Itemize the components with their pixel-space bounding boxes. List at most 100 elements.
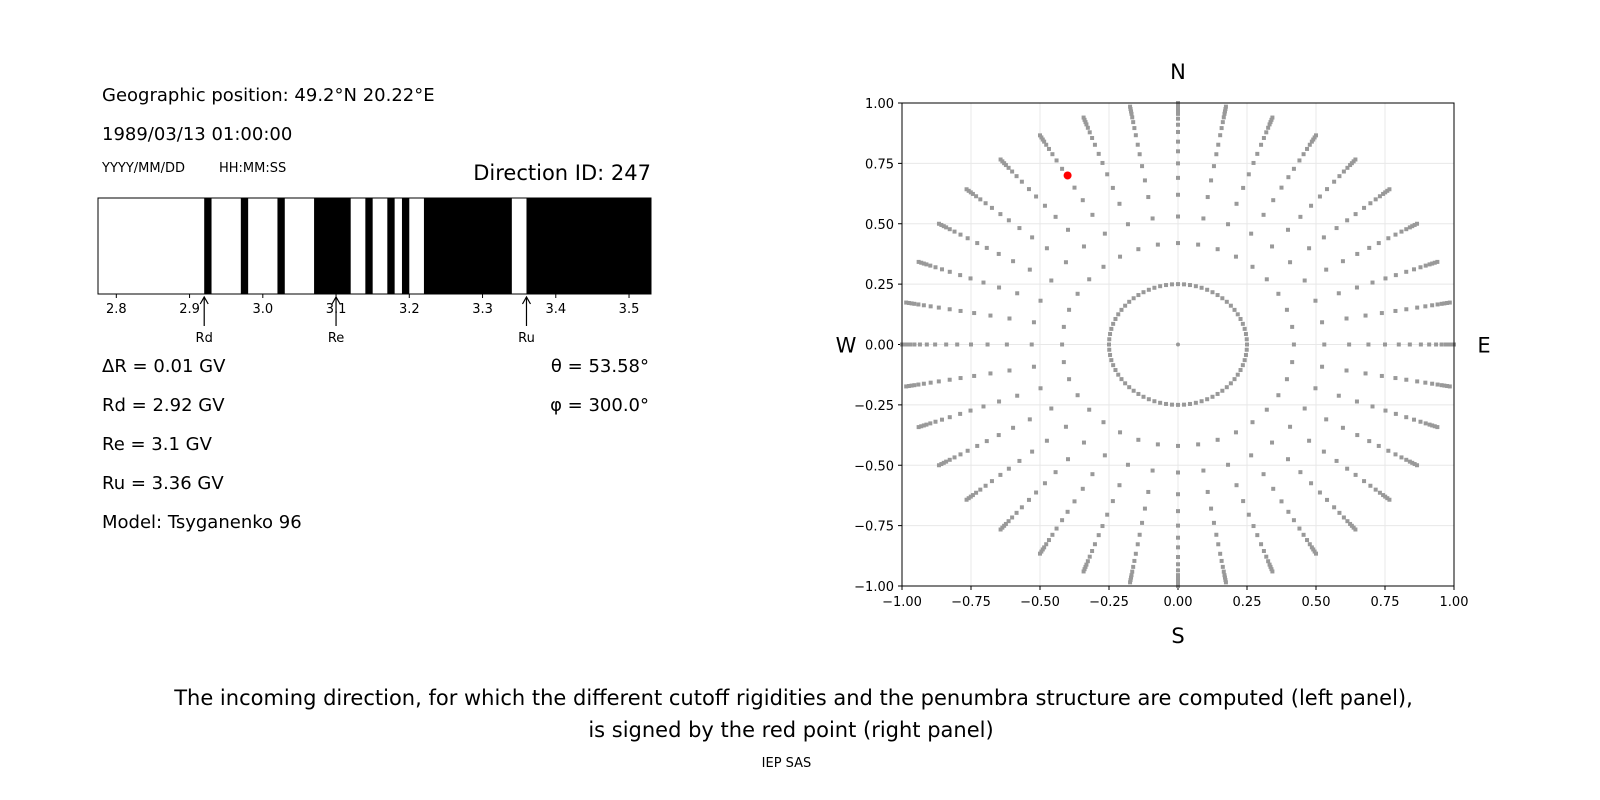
- grid-point: [1241, 499, 1246, 504]
- marker-label-ru: Ru: [518, 331, 535, 346]
- grid-point: [1307, 246, 1312, 251]
- grid-point: [1107, 337, 1112, 342]
- grid-point: [1119, 377, 1124, 382]
- grid-point: [1267, 122, 1272, 127]
- grid-point: [1345, 218, 1350, 223]
- grid-point: [958, 376, 963, 381]
- time-format: HH:MM:SS: [219, 161, 287, 176]
- grid-point: [1010, 169, 1015, 174]
- grid-point: [1264, 277, 1269, 282]
- grid-point: [1264, 554, 1269, 559]
- grid-point: [1447, 384, 1452, 389]
- caption-line2: is signed by the red point (right panel): [588, 718, 994, 742]
- grid-point: [1268, 120, 1273, 125]
- grid-point: [933, 342, 938, 347]
- grid-point: [1446, 342, 1451, 347]
- grid-point: [1142, 178, 1147, 183]
- grid-point: [1301, 152, 1306, 157]
- grid-point: [1314, 133, 1318, 138]
- grid-point: [1271, 486, 1276, 491]
- grid-point: [1063, 424, 1068, 429]
- grid-point: [1221, 115, 1226, 120]
- grid-point: [1017, 458, 1022, 463]
- grid-point: [917, 342, 922, 347]
- grid-point: [1176, 568, 1180, 573]
- grid-point: [1152, 399, 1157, 404]
- ru-value: Ru = 3.36 GV: [102, 473, 224, 494]
- phi: φ = 300.0°: [550, 395, 649, 416]
- grid-point: [1232, 377, 1237, 382]
- grid-point: [1259, 542, 1264, 547]
- grid-point: [1135, 142, 1140, 147]
- grid-point: [1244, 337, 1249, 342]
- grid-point: [1223, 104, 1228, 109]
- grid-point: [1370, 280, 1375, 285]
- grid-point: [906, 384, 911, 389]
- arrow-head-icon: [521, 295, 532, 305]
- grid-point: [1109, 358, 1114, 363]
- grid-point: [1176, 129, 1180, 134]
- grid-point: [1284, 307, 1289, 312]
- grid-point: [941, 460, 946, 465]
- grid-point: [1354, 399, 1359, 404]
- grid-point: [983, 201, 988, 206]
- grid-point: [1383, 494, 1388, 499]
- grid-point: [1127, 299, 1132, 304]
- x-tick-label: −0.50: [1020, 595, 1060, 610]
- grid-point: [1158, 284, 1163, 289]
- grid-point: [1410, 460, 1415, 465]
- grid-point: [1081, 115, 1086, 120]
- grid-point: [1187, 401, 1192, 406]
- grid-point: [984, 439, 989, 444]
- grid-point: [1363, 313, 1368, 318]
- grid-point: [1288, 424, 1293, 429]
- grid-point: [1119, 307, 1124, 312]
- grid-point: [1137, 532, 1142, 537]
- grid-point: [919, 424, 924, 429]
- grid-point: [1118, 430, 1123, 435]
- grid-point: [1226, 462, 1231, 467]
- direction-north: N: [1170, 60, 1186, 84]
- grid-point: [1249, 231, 1254, 236]
- grid-point: [1344, 368, 1349, 373]
- grid-point: [947, 307, 952, 312]
- grid-point: [968, 276, 973, 281]
- grid-point: [928, 380, 933, 385]
- grid-point: [1030, 235, 1035, 240]
- grid-point: [1123, 381, 1128, 386]
- grid-point: [1210, 290, 1215, 295]
- forbidden-band: [314, 198, 351, 294]
- grid-point: [1415, 221, 1420, 226]
- grid-point: [1220, 120, 1225, 125]
- grid-point: [978, 197, 983, 202]
- grid-point: [1223, 577, 1228, 582]
- grid-point: [947, 415, 952, 420]
- grid-point: [1261, 135, 1266, 140]
- grid-point: [1027, 267, 1032, 272]
- grid-point: [1270, 440, 1275, 445]
- grid-point: [1427, 262, 1432, 267]
- date-format: YYYY/MM/DD: [102, 161, 185, 176]
- grid-point: [1445, 384, 1450, 389]
- grid-point: [1176, 573, 1180, 578]
- grid-point: [1215, 437, 1220, 442]
- grid-point: [1176, 492, 1180, 497]
- grid-point: [1332, 505, 1337, 510]
- y-tick-label: 0.75: [865, 157, 894, 172]
- grid-point: [1412, 417, 1417, 422]
- grid-point: [1050, 532, 1055, 537]
- grid-point: [1046, 146, 1051, 151]
- grid-point: [1387, 187, 1392, 192]
- grid-point: [1220, 564, 1225, 569]
- re-value: Re = 3.1 GV: [102, 434, 212, 455]
- y-tick-label: 1.00: [865, 97, 894, 112]
- grid-point: [1014, 510, 1019, 515]
- grid-point: [1110, 185, 1115, 190]
- grid-point: [1065, 509, 1070, 514]
- grid-point: [928, 304, 933, 309]
- grid-point: [1410, 224, 1415, 229]
- grid-point: [1082, 567, 1087, 572]
- grid-point: [1305, 538, 1310, 543]
- grid-point: [1309, 203, 1314, 208]
- grid-point: [1291, 342, 1296, 347]
